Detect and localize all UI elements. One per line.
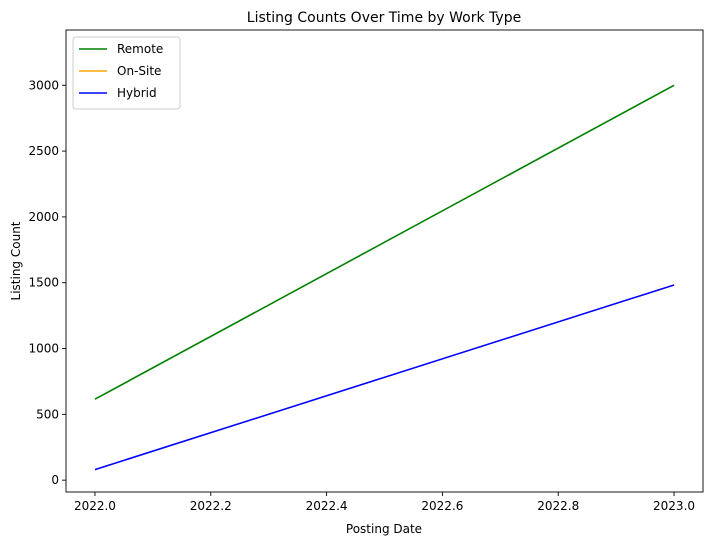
series-line-hybrid (94, 284, 675, 471)
y-tick-label: 2500 (28, 144, 59, 158)
legend-label: Remote (117, 42, 163, 56)
legend-label: On-Site (117, 64, 161, 78)
y-axis-label: Listing Count (9, 221, 23, 300)
series-line-remote (94, 84, 675, 400)
y-tick-label: 3000 (28, 78, 59, 92)
legend-box (72, 36, 181, 110)
x-tick-label: 2022.4 (306, 499, 348, 513)
x-tick-label: 2022.8 (537, 499, 579, 513)
x-tick-label: 2022.6 (421, 499, 463, 513)
x-axis-label: Posting Date (346, 522, 422, 536)
y-tick-label: 2000 (28, 210, 59, 224)
y-axis: 0 500 1000 1500 2000 2500 3000 (28, 78, 66, 487)
plot-area (94, 84, 675, 471)
y-tick-label: 0 (51, 473, 59, 487)
x-tick-label: 2022.0 (74, 499, 116, 513)
chart-title: Listing Counts Over Time by Work Type (247, 10, 521, 26)
y-tick-label: 500 (36, 407, 59, 421)
legend: Remote On-Site Hybrid (72, 36, 181, 110)
x-axis: 2022.0 2022.2 2022.4 2022.6 2022.8 2023.0 (74, 492, 695, 513)
y-tick-label: 1000 (28, 342, 59, 356)
x-tick-label: 2023.0 (653, 499, 695, 513)
x-tick-label: 2022.2 (190, 499, 232, 513)
axes-frame (65, 29, 704, 493)
legend-label: Hybrid (117, 86, 157, 100)
y-tick-label: 1500 (28, 276, 59, 290)
